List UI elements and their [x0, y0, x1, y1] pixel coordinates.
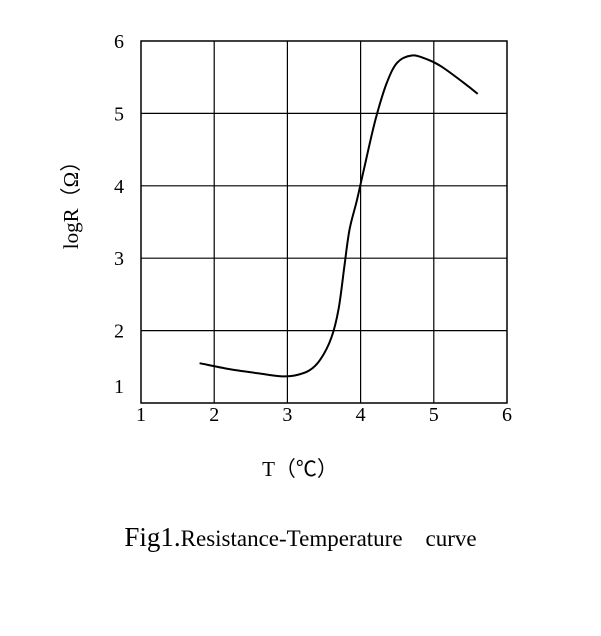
series-line	[199, 54, 479, 378]
figure-caption: Fig1.Resistance-Temperature curve	[0, 522, 601, 553]
plot-frame	[140, 40, 508, 404]
y-tick-label: 4	[114, 176, 124, 198]
caption-fig-number: Fig1.	[124, 522, 181, 552]
grid	[141, 41, 507, 403]
y-tick-label: 3	[114, 248, 124, 270]
caption-text: Resistance-Temperature curve	[180, 526, 477, 551]
y-axis-label: logR（Ω）	[59, 151, 83, 249]
y-tick-label: 2	[114, 321, 124, 343]
x-tick-label: 4	[356, 404, 366, 426]
x-tick-label: 5	[429, 404, 439, 426]
y-tick-label: 5	[114, 103, 124, 125]
x-tick-label: 3	[282, 404, 292, 426]
y-tick-label: 1	[114, 376, 124, 398]
x-axis-label: T（℃）	[262, 457, 338, 481]
chart: 1 2 3 4 5 6 1 2 3 4 5 6 logR（Ω） T（℃）	[59, 31, 512, 481]
x-tick-label: 2	[209, 404, 219, 426]
x-tick-label: 6	[502, 404, 512, 426]
x-tick-label: 1	[136, 404, 146, 426]
tick-labels: 1 2 3 4 5 6 1 2 3 4 5 6	[114, 31, 512, 426]
y-tick-label: 6	[114, 31, 124, 53]
